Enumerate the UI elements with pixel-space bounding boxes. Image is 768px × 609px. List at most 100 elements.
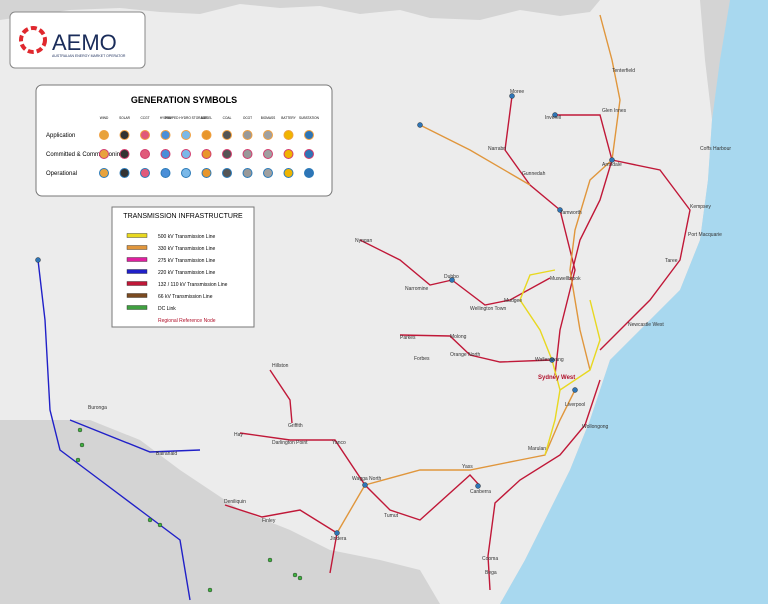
column-header: CCGT: [140, 116, 149, 120]
logo-tagline: AUSTRALIAN ENERGY MARKET OPERATOR: [52, 54, 126, 58]
symbol: [304, 149, 314, 159]
place: Tenterfield: [612, 68, 635, 74]
place: Tamworth: [560, 210, 582, 216]
line-swatch: [126, 257, 148, 262]
transmission-legend: TRANSMISSION INFRASTRUCTURE 500 kV Trans…: [111, 206, 255, 328]
generation-legend: GENERATION SYMBOLS WIND SOLAR CCGT HYDROPUM…: [35, 84, 333, 197]
column-header: SOLAR: [119, 116, 131, 120]
place: Hay: [234, 432, 243, 438]
symbol: [283, 130, 294, 140]
place: Jindera: [330, 536, 347, 542]
logo-mark: [19, 26, 47, 54]
line-label: 132 / 110 kV Transmission Line: [158, 282, 228, 288]
symbol: [99, 168, 109, 178]
ocean: [500, 0, 768, 604]
logo: AEMO AUSTRALIAN ENERGY MARKET OPERATOR: [9, 11, 146, 69]
legend-title: GENERATION SYMBOLS: [131, 95, 237, 105]
place: Yass: [462, 464, 473, 470]
network: [37, 14, 691, 601]
place: Marulan: [528, 446, 546, 452]
symbol: [263, 130, 273, 140]
legend-title: TRANSMISSION INFRASTRUCTURE: [123, 213, 243, 220]
place: Griffith: [288, 423, 303, 429]
line-swatch: [126, 281, 148, 286]
row-label: Committed & Commissioning: [46, 152, 123, 158]
symbol: [201, 149, 212, 159]
row-label: Application: [46, 133, 75, 139]
place: Gunnedah: [522, 171, 546, 177]
legend-box: [35, 84, 333, 197]
place: Yanco: [332, 440, 346, 446]
place: Bega: [485, 570, 497, 576]
line-swatch: [126, 293, 148, 298]
symbol: [222, 130, 232, 140]
generators: [75, 427, 303, 593]
line-swatch: [126, 269, 148, 274]
place: Canberra: [470, 489, 491, 495]
place: Coffs Harbour: [700, 146, 731, 152]
symbol: [181, 130, 191, 140]
line-label: 220 kV Transmission Line: [158, 270, 215, 276]
symbol: [242, 130, 253, 140]
symbol: [222, 149, 232, 159]
place: Wollongong: [582, 424, 609, 430]
place: Cooma: [482, 556, 498, 562]
symbol: [304, 130, 314, 140]
symbol: [263, 149, 273, 159]
place: Mudgee: [504, 298, 522, 304]
column-header: BIOMASS: [261, 116, 276, 120]
place: Deniliquin: [224, 499, 246, 505]
line-label: 330 kV Transmission Line: [158, 246, 215, 252]
line-swatch: [126, 233, 148, 238]
line-swatch: [126, 305, 148, 310]
substations: [35, 93, 615, 536]
place: Wallerawang: [535, 357, 564, 363]
symbol: [181, 149, 191, 159]
column-header: SUBSTATION: [299, 116, 320, 120]
symbol: [160, 149, 171, 159]
symbol: [99, 149, 109, 159]
symbol: [304, 168, 314, 178]
place: Liverpool: [565, 402, 585, 408]
symbol: [99, 130, 109, 140]
column-header: BATTERY: [281, 116, 296, 120]
line-swatch: [126, 245, 148, 250]
symbol: [140, 130, 150, 140]
place: Newcastle West: [628, 322, 664, 328]
column-header: PUMPED HYDRO STORAGE: [165, 116, 207, 120]
logo-box: [9, 11, 146, 69]
symbol: [201, 130, 212, 140]
symbol: [160, 130, 171, 140]
line-label: DC Link: [158, 306, 176, 312]
place: Forbes: [414, 356, 430, 362]
row-label: Operational: [46, 171, 77, 177]
place-labels: Moree Inverell Glen Innes Tenterfield Ar…: [88, 68, 731, 576]
symbol: [263, 168, 273, 178]
place: Nyngan: [355, 238, 372, 244]
symbol: [222, 168, 232, 178]
column-header: OCGT: [243, 116, 252, 120]
place: Glen Innes: [602, 108, 627, 114]
symbol: [181, 168, 191, 178]
logo-name: AEMO: [52, 30, 117, 55]
place: Muswellbrook: [550, 276, 581, 282]
line-label: 66 kV Transmission Line: [158, 294, 213, 300]
symbol: [283, 149, 294, 159]
column-header: HYDRO: [160, 116, 172, 120]
symbol: [201, 168, 212, 178]
place: Molong: [450, 334, 467, 340]
symbol: [242, 149, 253, 159]
symbol: [283, 168, 294, 178]
place: Finley: [262, 518, 276, 524]
place: Wellington Town: [470, 306, 506, 312]
place: Tumut: [384, 513, 399, 519]
symbol: [160, 168, 171, 178]
place: Dubbo: [444, 274, 459, 280]
line-label: 275 kV Transmission Line: [158, 258, 215, 264]
symbol: [140, 168, 150, 178]
symbol: [119, 149, 130, 159]
place: Orange North: [450, 352, 481, 358]
place: Darlington Point: [272, 440, 308, 446]
symbol: [119, 168, 130, 178]
